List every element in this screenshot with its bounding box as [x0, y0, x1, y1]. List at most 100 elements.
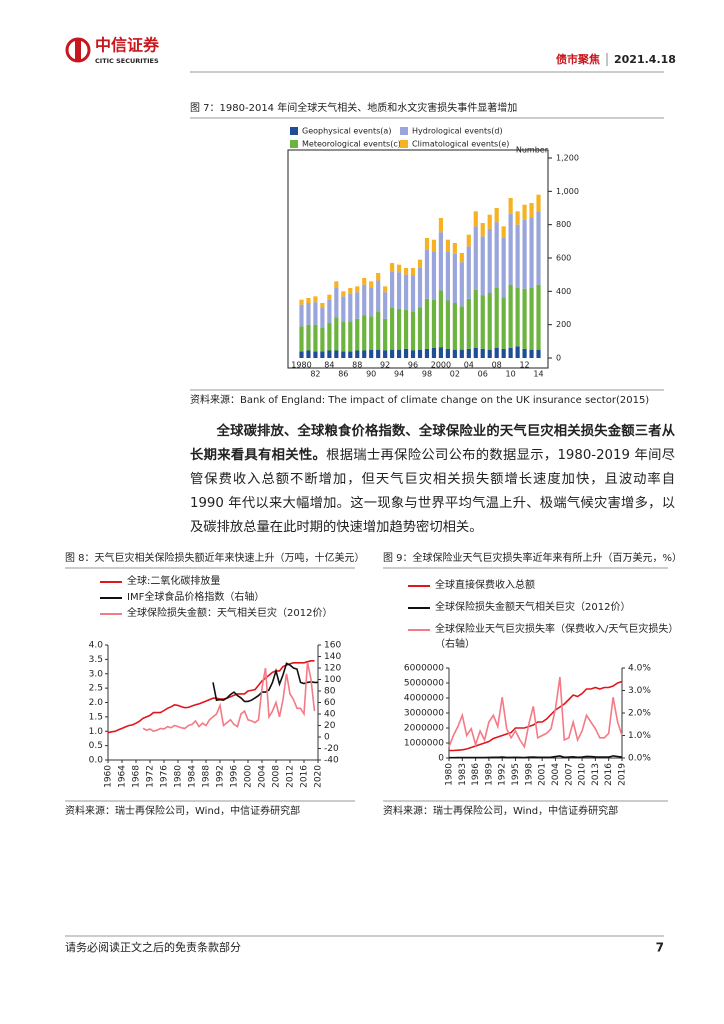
bar-segment — [522, 348, 527, 358]
x-tick-label: 98 — [422, 370, 432, 379]
x-tick-label: 1980 — [445, 763, 455, 786]
x-tick-label: 1996 — [230, 765, 240, 788]
bar-segment — [515, 211, 520, 225]
y-tick-label: 0 — [556, 354, 561, 363]
x-tick-label: 2007 — [564, 763, 574, 786]
x-tick-label: 2004 — [258, 765, 268, 788]
bar-segment — [369, 349, 374, 358]
bar-segment — [480, 295, 485, 349]
bar-segment — [410, 268, 416, 276]
y-tick-label: 2000000 — [404, 724, 444, 734]
y-tick-label: 1000000 — [404, 739, 444, 749]
y-tick-label: 600 — [556, 254, 571, 263]
legend-label: Meteorological events(c) — [302, 140, 401, 149]
x-tick-label: 1988 — [202, 765, 212, 788]
bar-segment — [494, 348, 499, 358]
bar-segment — [306, 298, 311, 303]
section: 债市聚焦 — [556, 52, 600, 66]
bar-segment — [348, 351, 353, 358]
x-tick-label: 1972 — [146, 765, 156, 788]
y-tick-label: 0 — [438, 754, 444, 764]
bar-segment — [396, 272, 402, 309]
x-tick-label: 1980 — [291, 361, 311, 370]
bar-segment — [445, 239, 450, 252]
bar-segment — [299, 351, 304, 358]
x-tick-label: 1964 — [118, 765, 128, 788]
bar-segment — [501, 297, 506, 349]
y-tick-label: 3.0 — [89, 669, 104, 679]
bar-segment — [376, 349, 381, 358]
bar-segment — [459, 306, 464, 350]
x-tick-label: 2012 — [286, 765, 296, 788]
series-line — [449, 755, 623, 759]
bar-segment — [403, 268, 409, 275]
bar-segment — [501, 238, 506, 298]
bar-segment — [355, 350, 360, 358]
company-en: CITIC SECURITIES — [95, 57, 159, 65]
y-tick-label: 1,200 — [556, 154, 579, 163]
x-tick-label: 1984 — [188, 765, 198, 788]
bar-segment — [417, 349, 423, 358]
bar-segment — [487, 293, 492, 350]
figure-caption: 图 7：1980-2014 年间全球天气相关、地质和水文灾害损失事件显著增加 — [190, 101, 517, 114]
figure-source: 资料来源：瑞士再保险公司，Wind，中信证券研究部 — [65, 804, 300, 817]
x-tick-label: 1998 — [524, 763, 534, 786]
x-tick-label: 2013 — [591, 763, 601, 786]
y2-tick-label: 60 — [324, 698, 336, 708]
y-tick-label: 1,000 — [556, 187, 579, 196]
bar-segment — [320, 351, 325, 358]
x-tick-label: 92 — [380, 361, 390, 370]
y2-tick-label: 120 — [324, 664, 341, 674]
bar-segment — [390, 263, 395, 272]
bar-segment — [313, 296, 318, 303]
bar-segment — [417, 268, 423, 308]
bar-segment — [487, 214, 492, 229]
body-text: 根据瑞士再保险公司公布的数据显示，1980-2019 年间尽管保费收入总额不断增… — [190, 448, 675, 535]
y2-tick-label: 1.0% — [628, 731, 651, 741]
x-tick-label: 2000 — [431, 361, 451, 370]
bar-segment — [313, 324, 318, 352]
bar-segment — [369, 281, 374, 288]
bar-segment — [522, 204, 527, 220]
bar-segment — [536, 194, 541, 212]
x-tick-label: 2016 — [604, 763, 614, 786]
bar-segment — [501, 348, 506, 358]
bar-segment — [396, 264, 402, 273]
legend-label: 全球保险业天气巨灾损失率（保费收入/天气巨灾损失）（右轴） — [435, 624, 674, 650]
legend-label: Climatological events(e) — [412, 140, 509, 149]
series-line — [107, 660, 315, 734]
y2-tick-label: 4.0% — [628, 664, 651, 674]
x-tick-label: 2019 — [618, 763, 628, 786]
bar-segment — [383, 286, 388, 293]
bar-segment — [515, 224, 520, 288]
y-tick-label: 2.5 — [89, 684, 103, 694]
legend-label: Hydrological events(d) — [412, 127, 503, 136]
legend-swatch — [400, 140, 408, 148]
bar-segment — [536, 349, 541, 358]
bar-segment — [369, 316, 374, 350]
y2-tick-label: 2.0% — [628, 709, 651, 719]
bar-segment — [313, 302, 318, 325]
x-tick-label: 88 — [352, 361, 362, 370]
y2-tick-label: 140 — [324, 652, 341, 662]
series-line — [142, 662, 316, 733]
bar-segment — [487, 349, 492, 358]
x-tick-label: 06 — [478, 370, 488, 379]
bar-segment — [431, 348, 437, 358]
bar-segment — [355, 286, 360, 293]
x-tick-label: 82 — [310, 370, 320, 379]
bar-segment — [334, 288, 339, 318]
bar-segment — [424, 238, 430, 250]
x-tick-label: 2001 — [538, 763, 548, 786]
bar-segment — [508, 348, 513, 358]
bar-segment — [438, 290, 444, 348]
bar-segment — [529, 218, 534, 288]
series-line — [212, 662, 318, 703]
bar-segment — [320, 328, 325, 352]
bar-segment — [424, 348, 430, 358]
bar-segment — [383, 292, 388, 319]
bar-segment — [403, 348, 409, 358]
bar-segment — [313, 351, 318, 358]
